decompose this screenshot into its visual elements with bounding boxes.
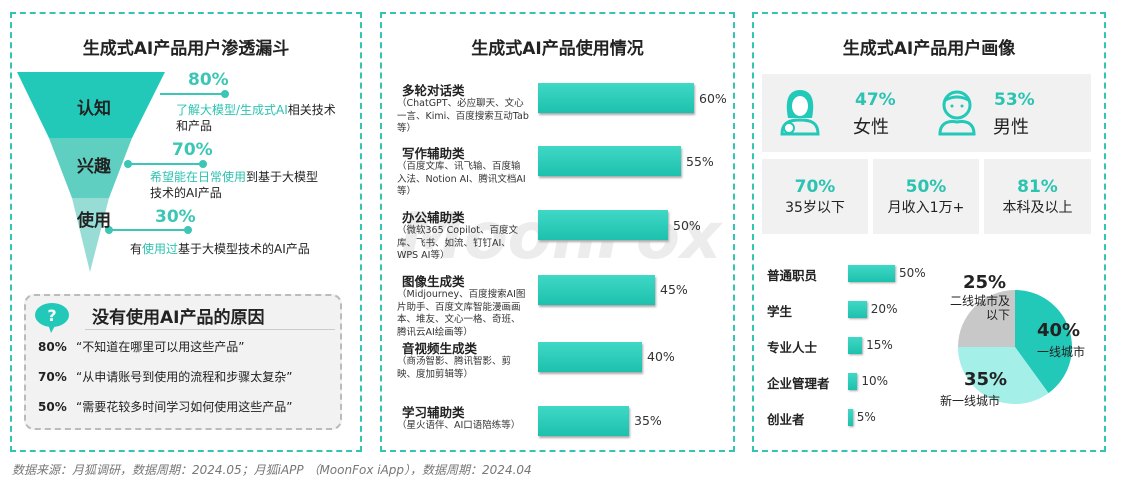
usage-examples: （星火语伴、AI口语陪练等） [397, 420, 521, 431]
funnel-chart [17, 72, 229, 272]
funnel-desc-awareness: 了解大模型/生成式AI相关技术和产品 [176, 103, 336, 133]
usage-value-label: 50% [673, 218, 701, 233]
svg-text:?: ? [47, 306, 56, 325]
pie-label-newtier1: 新一线城市 [940, 394, 1001, 408]
reason-item: 70% “从申请账号到使用的流程和步骤太复杂” [38, 370, 293, 384]
funnel-desc-interest: 希望能在日常使用到基于大模型技术的AI产品 [150, 170, 319, 200]
funnel-pct-interest: 70% [172, 140, 213, 160]
funnel-stage-interest [49, 138, 132, 198]
occupation-label: 学生 [767, 304, 793, 319]
pie-slice [1015, 290, 1072, 394]
pie-slice [958, 347, 1049, 404]
funnel-label-usage: 使用 [77, 211, 111, 231]
funnel-title: 生成式AI产品用户渗透漏斗 [82, 39, 290, 59]
occupation-value-label: 5% [856, 410, 876, 424]
footer-source: 数据来源：月狐调研，数据周期：2024.05；月狐iAPP （MoonFox i… [12, 463, 532, 477]
usage-bar [538, 406, 629, 436]
male-pct: 53% [994, 90, 1035, 110]
usage-value-label: 35% [634, 413, 662, 428]
occupation-bar [848, 373, 858, 390]
usage-value-label: 40% [647, 349, 675, 364]
occupation-value-label: 15% [866, 338, 893, 352]
usage-examples: （百度文库、讯飞输、百度输入法、Notion AI、腾讯文档AI等） [397, 161, 526, 197]
funnel-stage-usage [72, 198, 109, 272]
stat-card-income: 50% 月收入1万+ [873, 159, 979, 234]
reason-item: 80% “不知道在哪里可以用这些产品” [38, 340, 245, 354]
male-user-icon [938, 90, 976, 136]
pie-label-tier2: 二线城市及以下 [950, 294, 1011, 322]
pie-label-tier1: 一线城市 [1037, 345, 1086, 359]
usage-bar [538, 342, 642, 372]
funnel-pct-usage: 30% [155, 207, 196, 227]
usage-examples: （商汤智影、腾讯智影、剪映、度加剪辑等） [397, 356, 512, 380]
funnel-label-awareness: 认知 [77, 99, 111, 119]
pie-pct-tier2: 25% [963, 272, 1007, 293]
usage-bar [538, 210, 668, 240]
usage-bar [538, 275, 655, 305]
male-label: 男性 [993, 117, 1029, 138]
usage-examples: （Midjourney、百度搜索AI图片助手、百度文库智能漫画画本、堆友、文心一… [397, 289, 526, 338]
funnel-stage-awareness [17, 72, 165, 138]
usage-category: 图像生成类 [402, 274, 465, 289]
reason-item: 50% “需要花较多时间学习如何使用这些产品” [38, 400, 293, 414]
usage-bar [538, 146, 681, 176]
occupation-label: 企业管理者 [767, 376, 830, 391]
occupation-bar [848, 337, 863, 354]
profile-title: 生成式AI产品用户画像 [842, 39, 1016, 59]
question-bubble-icon: ? [35, 303, 69, 333]
stat-card-age: 70% 35岁以下 [762, 159, 868, 234]
usage-examples: （ChatGPT、必应聊天、文心一言、Kimi、百度搜索互动Tab等） [397, 98, 529, 134]
funnel-label-interest: 兴趣 [77, 157, 111, 177]
usage-category: 写作辅助类 [402, 146, 465, 161]
occupation-bar [848, 301, 867, 318]
gender-card [762, 74, 1091, 152]
occupation-value-label: 10% [861, 374, 889, 388]
usage-value-label: 55% [686, 154, 714, 169]
usage-category: 办公辅助类 [402, 210, 465, 225]
reasons-title: 没有使用AI产品的原因 [92, 308, 265, 328]
usage-value-label: 45% [660, 282, 688, 297]
usage-category: 音视频生成类 [402, 341, 478, 356]
usage-examples: （微软365 Copilot、百度文库、飞书、如流、钉钉AI、WPS AI等） [397, 225, 518, 261]
city-pie-chart [958, 290, 1072, 404]
occupation-value-label: 20% [870, 302, 898, 316]
stat-card-education: 81% 本科及以上 [984, 159, 1091, 234]
funnel-pct-awareness: 80% [188, 70, 229, 90]
profile-panel: 生成式AI产品用户画像 [752, 12, 1106, 452]
occupation-label: 普通职员 [767, 268, 818, 283]
reasons-divider [85, 329, 335, 330]
occupation-label: 专业人士 [767, 340, 818, 355]
female-user-icon [780, 90, 820, 136]
funnel-panel: 生成式AI产品用户渗透漏斗 [10, 12, 362, 452]
pie-pct-newtier1: 35% [964, 369, 1008, 390]
usage-panel: 生成式AI产品使用情况 [380, 12, 735, 452]
occupation-label: 创业者 [767, 412, 805, 427]
female-label: 女性 [853, 117, 889, 138]
usage-title: 生成式AI产品使用情况 [471, 39, 644, 59]
occupation-bar [848, 409, 853, 426]
funnel-desc-usage: 有使用过基于大模型技术的AI产品 [130, 242, 310, 256]
pie-pct-tier1: 40% [1037, 320, 1081, 341]
female-pct: 47% [855, 90, 896, 110]
usage-category: 学习辅助类 [402, 405, 465, 420]
reasons-box [24, 294, 342, 430]
occupation-bar [848, 265, 895, 282]
usage-bar [538, 83, 694, 113]
pie-slice [958, 290, 1015, 347]
usage-category: 多轮对话类 [402, 83, 465, 98]
usage-value-label: 60% [699, 91, 727, 106]
occupation-value-label: 50% [899, 266, 926, 280]
